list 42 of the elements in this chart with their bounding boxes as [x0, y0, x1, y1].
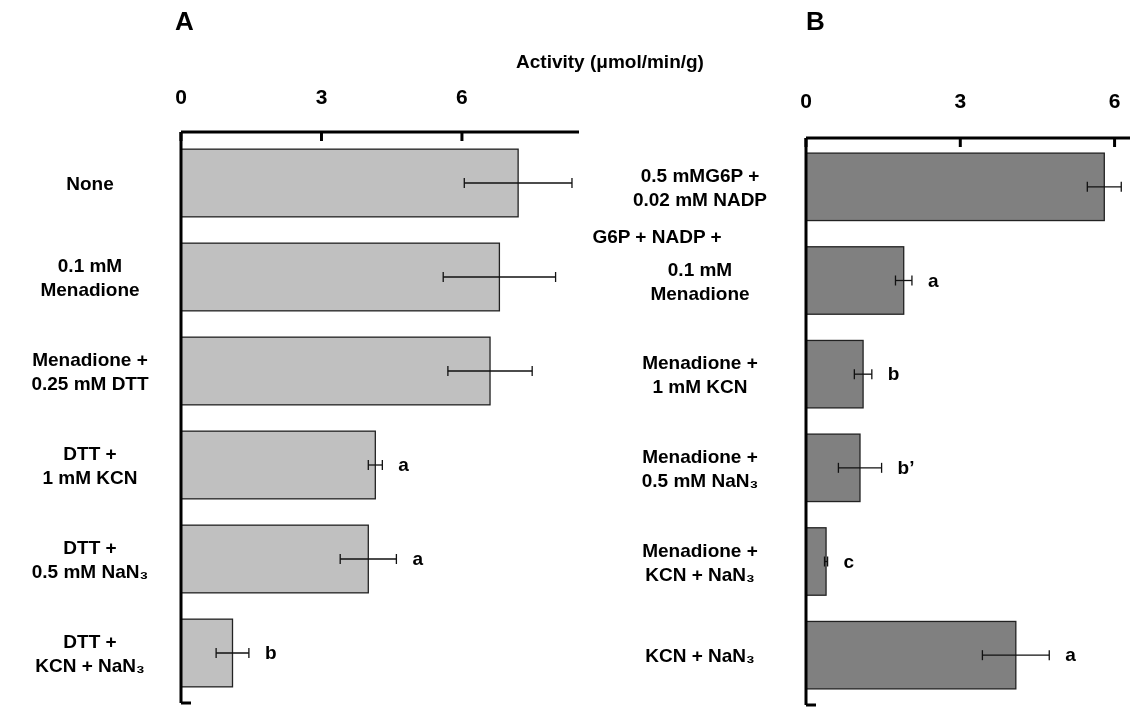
y-tick-label: DTT + 0.5 mM NaN₃ [31, 537, 149, 582]
bar [180, 336, 491, 406]
text: G6P + NADP + [592, 226, 722, 247]
chart-title: A [175, 6, 194, 36]
data-label: c [843, 550, 855, 572]
x-tick-label: 3 [315, 85, 328, 108]
data-label: b [264, 642, 277, 663]
y-tick-label: 0.1 mM Menadione [40, 255, 140, 300]
data-label: a [412, 548, 424, 569]
data-label: b [887, 363, 900, 385]
x-tick-label: 3 [954, 89, 967, 112]
y-tick-label: Menadione + 1 mM KCN [642, 352, 758, 398]
x-tick-label: 0 [175, 85, 187, 108]
data-label: b’ [897, 456, 915, 478]
bar [805, 339, 864, 409]
bar [805, 152, 1105, 222]
x-tick-label: 6 [456, 85, 468, 108]
y-tick-label: DTT + KCN + NaN₃ [35, 631, 145, 676]
x-tick-label: 0 [800, 89, 812, 112]
bar [805, 527, 827, 596]
data-label: a [1065, 644, 1077, 666]
y-tick-label: 0.5 mMG6P + 0.02 mM NADP [632, 164, 768, 210]
y-tick-label: KCN + NaN₃ [645, 645, 755, 667]
bar [180, 524, 369, 594]
x-tick-label: 6 [1108, 89, 1121, 112]
y-tick-label: DTT + 1 mM KCN [42, 443, 138, 488]
bar [180, 618, 234, 688]
y-tick-label: Menadione + 0.5 mM NaN₃ [641, 445, 759, 491]
chart-title: B [806, 6, 825, 36]
x-axis-title: Activity (μmol/min/g) [516, 51, 704, 72]
bar [805, 433, 861, 503]
bar [180, 242, 501, 312]
bar [805, 246, 905, 315]
y-tick-label: 0.1 mM Menadione [650, 258, 750, 304]
y-tick-label: Menadione + KCN + NaN₃ [642, 539, 758, 585]
bar [805, 620, 1017, 690]
data-label: a [398, 454, 410, 475]
y-tick-label: Menadione + 0.25 mM DTT [31, 349, 149, 394]
y-tick-label: None [66, 173, 114, 194]
bar [180, 430, 376, 500]
bar [180, 148, 519, 218]
data-label: a [927, 269, 939, 291]
